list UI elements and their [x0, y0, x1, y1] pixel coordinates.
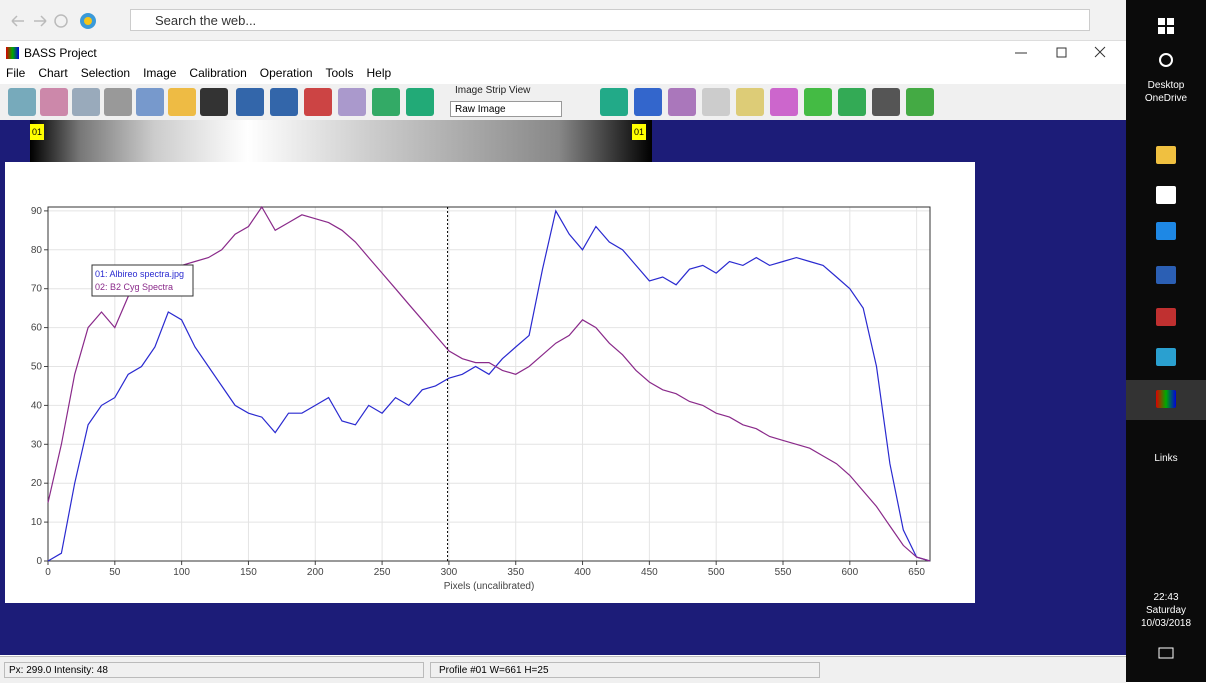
- toolbar-button[interactable]: [338, 88, 366, 116]
- x-tick-label: 550: [775, 567, 792, 578]
- menu-item[interactable]: Calibration: [189, 66, 246, 80]
- toolbar-button[interactable]: [200, 88, 228, 116]
- notification-icon[interactable]: [1158, 646, 1174, 662]
- toolbar-button[interactable]: [906, 88, 934, 116]
- x-tick-label: 350: [507, 567, 524, 578]
- x-tick-label: 300: [441, 567, 458, 578]
- y-tick-label: 70: [31, 284, 43, 295]
- toolbar-button[interactable]: [804, 88, 832, 116]
- y-tick-label: 10: [31, 517, 43, 528]
- toolbar-button[interactable]: [872, 88, 900, 116]
- toolbar-button[interactable]: [838, 88, 866, 116]
- toolbar-button[interactable]: [372, 88, 400, 116]
- taskbar: Desktop OneDrive Links 22:43 Saturday 10…: [1126, 0, 1206, 682]
- status-bar: Px: 299.0 Intensity: 48 Profile #01 W=66…: [0, 656, 1126, 683]
- menu-item[interactable]: Operation: [260, 66, 313, 80]
- series-line: [48, 207, 930, 561]
- x-tick-label: 500: [708, 567, 725, 578]
- bass-icon[interactable]: [1156, 390, 1176, 408]
- edge-icon[interactable]: [1156, 222, 1176, 240]
- menu-item[interactable]: Help: [367, 66, 392, 80]
- toolbar-button[interactable]: [736, 88, 764, 116]
- toolbar-button[interactable]: [406, 88, 434, 116]
- y-tick-label: 60: [31, 323, 43, 334]
- x-tick-label: 600: [841, 567, 858, 578]
- plot-frame: [48, 207, 930, 561]
- image-strip: [30, 120, 652, 162]
- x-tick-label: 650: [908, 567, 925, 578]
- toolbar-button[interactable]: [40, 88, 68, 116]
- x-axis-label: Pixels (uncalibrated): [444, 581, 535, 592]
- app-icon: [6, 47, 19, 59]
- explorer-icon[interactable]: [1156, 146, 1176, 164]
- status-cursor: Px: 299.0 Intensity: 48: [4, 662, 424, 678]
- toolbar-button[interactable]: [770, 88, 798, 116]
- legend-entry: 01: Albireo spectra.jpg: [95, 269, 184, 279]
- toolbar-button[interactable]: [8, 88, 36, 116]
- app-title: BASS Project: [24, 46, 97, 60]
- chart: 0 10 20 30 40 50 60 70 80 90 0 50 100 150 200 250 300 350…: [5, 162, 975, 603]
- onedrive-label: OneDrive: [1126, 94, 1206, 102]
- chart-panel: 0 10 20 30 40 50 60 70 80 90 0 50 100 150 200 250 300 350…: [5, 162, 975, 603]
- strip-end-tag: 01: [632, 124, 646, 140]
- word-icon[interactable]: [1156, 266, 1176, 284]
- screen: {"browser": {"search_placeholder": "Sear…: [0, 0, 1206, 682]
- series-line: [48, 211, 930, 561]
- y-tick-label: 0: [36, 556, 42, 567]
- start-button[interactable]: [1158, 18, 1174, 34]
- clock-time: 22:43: [1126, 592, 1206, 603]
- legend-entry: 02: B2 Cyg Spectra: [95, 282, 173, 292]
- toolbar-button[interactable]: [168, 88, 196, 116]
- status-profile: Profile #01 W=661 H=25: [430, 662, 820, 678]
- x-tick-label: 200: [307, 567, 324, 578]
- y-tick-label: 80: [31, 245, 43, 256]
- menu-bar: File Chart Selection Image Calibration Operat…: [6, 66, 391, 80]
- x-tick-label: 50: [109, 567, 121, 578]
- clock-date: 10/03/2018: [1126, 618, 1206, 629]
- toolbar: [0, 84, 1126, 120]
- y-tick-label: 40: [31, 400, 43, 411]
- y-tick-label: 90: [31, 206, 43, 217]
- strip-start-tag: 01: [30, 124, 44, 140]
- search-box[interactable]: Search the web...: [130, 9, 1090, 31]
- y-tick-label: 50: [31, 361, 43, 372]
- strip-view-label: Image Strip View: [455, 85, 530, 96]
- clock-day: Saturday: [1126, 605, 1206, 616]
- toolbar-button[interactable]: [702, 88, 730, 116]
- x-tick-label: 450: [641, 567, 658, 578]
- toolbar-button[interactable]: [304, 88, 332, 116]
- nav-buttons: [8, 12, 118, 30]
- toolbar-button[interactable]: [136, 88, 164, 116]
- menu-item[interactable]: Selection: [81, 66, 130, 80]
- strip-view-select[interactable]: Raw Image: [450, 101, 562, 117]
- mail-icon[interactable]: [1156, 186, 1176, 204]
- menu-item[interactable]: Image: [143, 66, 176, 80]
- toolbar-button[interactable]: [270, 88, 298, 116]
- window-controls[interactable]: [1010, 44, 1120, 62]
- desktop-label: Desktop: [1126, 80, 1206, 91]
- menu-item[interactable]: Tools: [326, 66, 354, 80]
- menu-item[interactable]: Chart: [38, 66, 67, 80]
- x-tick-label: 0: [45, 567, 51, 578]
- toolbar-button[interactable]: [668, 88, 696, 116]
- toolbar-button[interactable]: [72, 88, 100, 116]
- links-label: Links: [1126, 453, 1206, 464]
- toolbar-button[interactable]: [104, 88, 132, 116]
- app-icon-2[interactable]: [1156, 308, 1176, 326]
- search-icon[interactable]: [1158, 52, 1174, 68]
- x-tick-label: 250: [374, 567, 391, 578]
- x-tick-label: 100: [173, 567, 190, 578]
- toolbar-button[interactable]: [600, 88, 628, 116]
- y-tick-label: 20: [31, 478, 43, 489]
- x-tick-label: 400: [574, 567, 591, 578]
- browser-bar: Search the web...: [0, 0, 1126, 41]
- app-icon-3[interactable]: [1156, 348, 1176, 366]
- toolbar-button[interactable]: [634, 88, 662, 116]
- x-tick-label: 150: [240, 567, 257, 578]
- y-tick-label: 30: [31, 439, 43, 450]
- menu-item[interactable]: File: [6, 66, 25, 80]
- toolbar-button[interactable]: [236, 88, 264, 116]
